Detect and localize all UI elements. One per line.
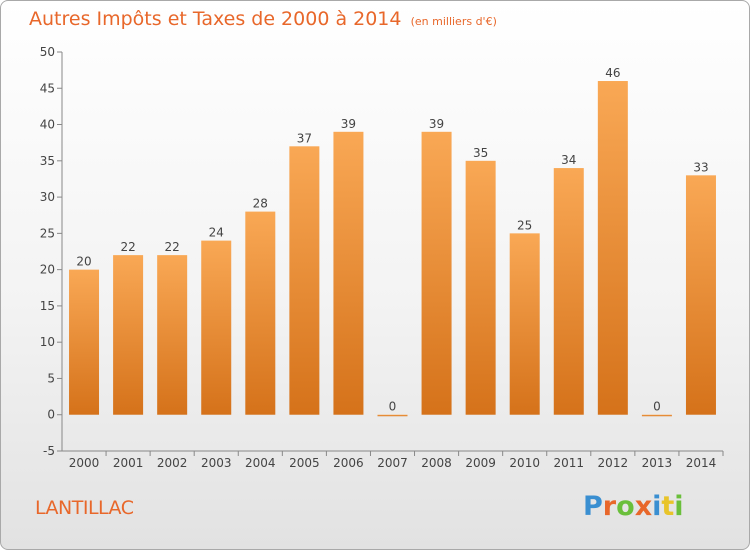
data-label: 22 [165, 240, 180, 254]
data-label: 20 [76, 255, 91, 269]
x-tick-label: 2014 [686, 456, 717, 470]
data-label: 35 [473, 146, 488, 160]
logo-letter: i [674, 491, 684, 522]
bar [421, 131, 452, 415]
y-tick-label: 35 [40, 154, 55, 168]
y-tick-label: 20 [40, 263, 55, 277]
x-tick-label: 2008 [421, 456, 452, 470]
data-label: 0 [389, 400, 397, 414]
data-label: 33 [693, 160, 708, 174]
y-tick-label: 10 [40, 335, 55, 349]
bar [245, 211, 276, 415]
bar [641, 414, 672, 417]
y-tick-label: 15 [40, 299, 55, 313]
y-tick-label: 40 [40, 118, 55, 132]
bar [685, 175, 716, 415]
data-label: 37 [297, 131, 312, 145]
y-tick-label: 50 [40, 45, 55, 59]
x-tick-label: 2012 [598, 456, 629, 470]
chart-title: Autres Impôts et Taxes de 2000 à 2014 (e… [29, 8, 497, 30]
x-tick-label: 2002 [157, 456, 188, 470]
x-tick-label: 2006 [333, 456, 364, 470]
logo-letter: P [583, 491, 603, 522]
bar [113, 255, 144, 415]
y-tick-label: 45 [40, 81, 55, 95]
x-tick-label: 2005 [289, 456, 320, 470]
data-label: 34 [561, 153, 576, 167]
x-tick-label: 2004 [245, 456, 276, 470]
logo-letter: t [661, 491, 675, 522]
data-label: 39 [341, 117, 356, 131]
x-tick-label: 2010 [509, 456, 540, 470]
proxiti-logo: Proxiti [583, 491, 684, 522]
y-tick-label: 25 [40, 226, 55, 240]
title-text: Autres Impôts et Taxes de 2000 à 2014 [29, 8, 402, 30]
bar [157, 255, 188, 415]
data-label: 39 [429, 117, 444, 131]
data-label: 28 [253, 197, 268, 211]
title-unit: (en milliers d'€) [410, 15, 497, 28]
x-tick-label: 2007 [377, 456, 408, 470]
logo-letter: r [602, 491, 617, 522]
data-label: 25 [517, 218, 532, 232]
bar [333, 131, 364, 415]
bar [509, 233, 540, 415]
x-tick-label: 2000 [69, 456, 100, 470]
data-label: 22 [120, 240, 135, 254]
commune-name: LANTILLAC [35, 497, 134, 519]
x-tick-label: 2001 [113, 456, 144, 470]
data-label: 0 [653, 400, 661, 414]
bar [289, 146, 320, 415]
x-tick-label: 2011 [553, 456, 584, 470]
bars [69, 81, 716, 417]
x-tick-label: 2013 [642, 456, 673, 470]
logo-letter: o [616, 491, 635, 522]
bar [201, 240, 232, 415]
y-tick-label: -5 [43, 444, 55, 458]
bar [465, 160, 496, 415]
bar [377, 414, 408, 417]
x-tick-label: 2009 [465, 456, 496, 470]
data-label: 24 [209, 226, 224, 240]
y-tick-label: 0 [47, 408, 55, 422]
logo-letter: x [634, 491, 653, 522]
bar [553, 168, 584, 415]
y-tick-label: 5 [47, 371, 55, 385]
y-tick-label: 30 [40, 190, 55, 204]
logo-letter: i [652, 491, 662, 522]
x-tick-label: 2003 [201, 456, 232, 470]
data-labels: 20 22 22 24 28 37 39 0 39 35 25 34 46 0 33 [76, 66, 708, 414]
data-label: 46 [605, 66, 620, 80]
bar [69, 269, 100, 415]
bar [597, 81, 628, 415]
